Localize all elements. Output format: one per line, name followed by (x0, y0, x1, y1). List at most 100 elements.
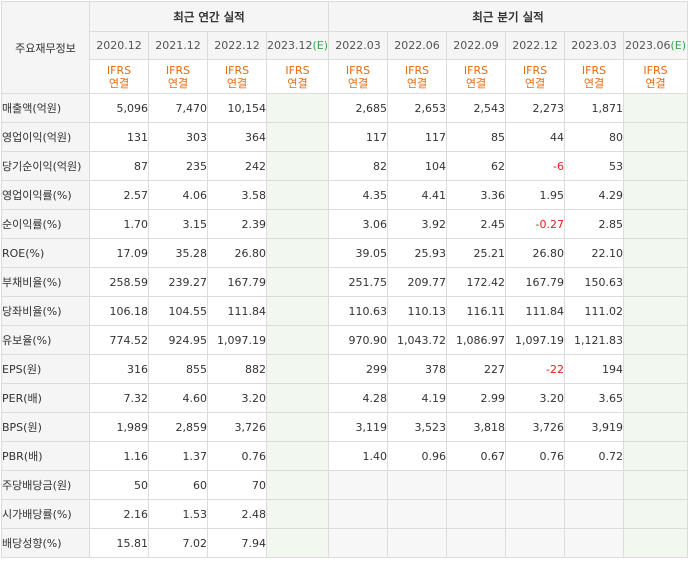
table-row: PER(배) 7.32 4.60 3.20 4.28 4.19 2.99 3.20 3.65 (1, 383, 688, 413)
accounting-basis-header: IFRS 연결 (505, 59, 565, 94)
basis-scope-label: 연결 (108, 76, 130, 90)
value-cell: 5,096 (89, 93, 149, 123)
period-header: 2021.12 (148, 31, 208, 60)
period-label: 2022.12 (214, 39, 260, 52)
value-cell: 1.16 (89, 441, 149, 471)
value-cell (564, 528, 624, 558)
value-cell: 3.20 (207, 383, 267, 413)
basis-scope-label: 연결 (524, 76, 546, 90)
row-label: 당좌비율(%) (1, 296, 90, 326)
value-cell: 39.05 (328, 238, 388, 268)
value-cell (622, 470, 688, 500)
value-cell (266, 209, 329, 239)
value-cell: 7.32 (89, 383, 149, 413)
period-label: 2022.12 (512, 39, 558, 52)
value-cell: 0.76 (505, 441, 565, 471)
value-cell (266, 238, 329, 268)
value-cell (387, 528, 447, 558)
value-cell: 2.85 (564, 209, 624, 239)
value-cell: 25.93 (387, 238, 447, 268)
basis-scope-label: 연결 (226, 76, 248, 90)
accounting-basis-header: IFRS 연결 (207, 59, 267, 94)
value-cell: 1.70 (89, 209, 149, 239)
table-row: 영업이익률(%) 2.57 4.06 3.58 4.35 4.41 3.36 1.95 4.29 (1, 180, 688, 210)
value-cell: 299 (328, 354, 388, 384)
row-label: EPS(원) (1, 354, 90, 384)
row-label: 유보율(%) (1, 325, 90, 355)
value-cell: 110.13 (387, 296, 447, 326)
row-label: PBR(배) (1, 441, 90, 471)
value-cell (622, 209, 688, 239)
value-cell: 3.92 (387, 209, 447, 239)
value-cell: 2.39 (207, 209, 267, 239)
value-cell: 82 (328, 151, 388, 181)
value-cell: 4.06 (148, 180, 208, 210)
table-row: 당기순이익(억원) 87 235 242 82 104 62 -6 53 (1, 151, 688, 181)
value-cell (622, 122, 688, 152)
value-cell: -22 (505, 354, 565, 384)
value-cell (266, 499, 329, 529)
value-cell (266, 354, 329, 384)
value-cell: 150.63 (564, 267, 624, 297)
basis-standard-label: IFRS (643, 63, 668, 77)
value-cell: 2,859 (148, 412, 208, 442)
value-cell: 167.79 (207, 267, 267, 297)
table-row: 영업이익(억원) 131 303 364 117 117 85 44 80 (1, 122, 688, 152)
value-cell: 22.10 (564, 238, 624, 268)
value-cell: 3.20 (505, 383, 565, 413)
value-cell (622, 441, 688, 471)
value-cell: 3,818 (446, 412, 506, 442)
value-cell: 855 (148, 354, 208, 384)
value-cell (622, 325, 688, 355)
value-cell: 1,097.19 (207, 325, 267, 355)
value-cell: 2,273 (505, 93, 565, 123)
period-header: 2023.12(E) (266, 31, 329, 60)
accounting-basis-header: IFRS 연결 (387, 59, 447, 94)
value-cell (622, 93, 688, 123)
table-row: ROE(%) 17.09 35.28 26.80 39.05 25.93 25.21 26.8… (1, 238, 688, 268)
value-cell: 2,685 (328, 93, 388, 123)
value-cell: 2.57 (89, 180, 149, 210)
value-cell: 111.84 (505, 296, 565, 326)
row-label: PER(배) (1, 383, 90, 413)
row-label: 영업이익(억원) (1, 122, 90, 152)
value-cell (622, 180, 688, 210)
basis-standard-label: IFRS (581, 63, 607, 77)
value-cell: 0.67 (446, 441, 506, 471)
table-row: 당좌비율(%) 106.18 104.55 111.84 110.63 110.13 116… (1, 296, 688, 326)
basis-scope-label: 연결 (287, 76, 308, 90)
value-cell: 117 (387, 122, 447, 152)
row-label: 순이익률(%) (1, 209, 90, 239)
value-cell (266, 470, 329, 500)
accounting-basis-header: IFRS 연결 (266, 59, 329, 94)
value-cell: 924.95 (148, 325, 208, 355)
table-row: 순이익률(%) 1.70 3.15 2.39 3.06 3.92 2.45 -0.27 2.85 (1, 209, 688, 239)
value-cell: 85 (446, 122, 506, 152)
value-cell: 172.42 (446, 267, 506, 297)
value-cell: 7.94 (207, 528, 267, 558)
value-cell: -0.27 (505, 209, 565, 239)
value-cell: 882 (207, 354, 267, 384)
table-row: 유보율(%) 774.52 924.95 1,097.19 970.90 1,043.72… (1, 325, 688, 355)
value-cell (446, 499, 506, 529)
value-cell: 116.11 (446, 296, 506, 326)
value-cell: 364 (207, 122, 267, 152)
table-body: 매출액(억원) 5,096 7,470 10,154 2,685 2,653 2,543 2,… (1, 93, 688, 558)
value-cell: 3.36 (446, 180, 506, 210)
value-cell: 3,919 (564, 412, 624, 442)
value-cell (622, 296, 688, 326)
period-header: 2023.03 (564, 31, 624, 60)
value-cell: 0.72 (564, 441, 624, 471)
value-cell (328, 470, 388, 500)
value-cell (446, 528, 506, 558)
basis-standard-label: IFRS (463, 63, 489, 77)
value-cell: 2.16 (89, 499, 149, 529)
period-header: 2022.06 (387, 31, 447, 60)
value-cell: 4.35 (328, 180, 388, 210)
period-header: 2023.06(E) (622, 31, 688, 60)
table-row: 배당성향(%) 15.81 7.02 7.94 (1, 528, 688, 558)
value-cell (266, 267, 329, 297)
value-cell: 3,726 (505, 412, 565, 442)
value-cell: 4.29 (564, 180, 624, 210)
